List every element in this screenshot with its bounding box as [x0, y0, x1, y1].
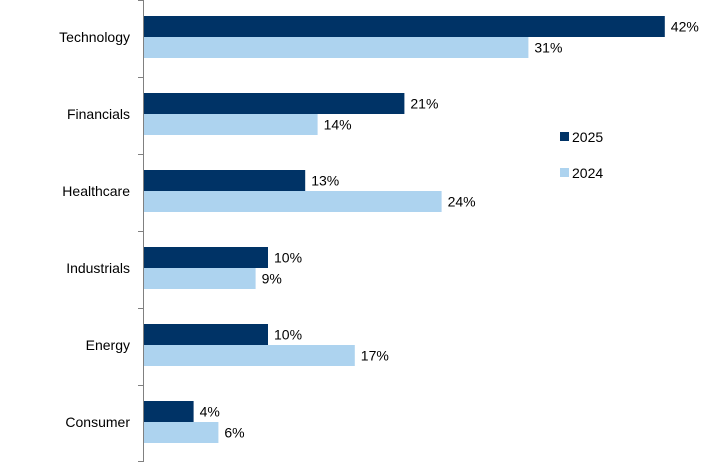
data-label: 24%	[448, 194, 476, 210]
bar-2025-technology	[144, 16, 665, 37]
category-label: Energy	[86, 337, 130, 353]
data-label: 6%	[224, 425, 244, 441]
bars-group	[144, 16, 665, 443]
data-label: 13%	[311, 173, 339, 189]
bar-2025-energy	[144, 324, 268, 345]
bar-2024-financials	[144, 114, 318, 135]
bar-2025-industrials	[144, 247, 268, 268]
category-label: Healthcare	[62, 183, 130, 199]
bar-2024-industrials	[144, 268, 256, 289]
data-label: 4%	[200, 404, 220, 420]
category-label: Consumer	[65, 414, 130, 430]
category-label: Industrials	[66, 260, 130, 276]
bar-2025-financials	[144, 93, 405, 114]
bar-2024-healthcare	[144, 191, 442, 212]
bar-2024-consumer	[144, 422, 219, 443]
y-axis-ticks	[138, 0, 143, 462]
legend: 2025 2024	[560, 129, 603, 181]
bar-2025-consumer	[144, 401, 194, 422]
category-labels-group: Technology Financials Healthcare Industrial…	[59, 29, 130, 430]
category-label: Financials	[67, 106, 130, 122]
data-label: 10%	[274, 327, 302, 343]
data-label: 21%	[410, 96, 438, 112]
data-label: 17%	[361, 348, 389, 364]
category-label: Technology	[59, 29, 130, 45]
bar-2025-healthcare	[144, 170, 306, 191]
data-label: 42%	[671, 19, 699, 35]
legend-swatch-2024	[560, 168, 569, 177]
bar-2024-technology	[144, 37, 529, 58]
legend-swatch-2025	[560, 132, 569, 141]
legend-label-2024: 2024	[572, 165, 603, 181]
legend-label-2025: 2025	[572, 129, 603, 145]
bar-2024-energy	[144, 345, 355, 366]
data-label: 14%	[324, 117, 352, 133]
data-label: 31%	[534, 40, 562, 56]
data-label: 9%	[262, 271, 282, 287]
value-labels-group: 42% 31% 21% 14% 13% 24% 10% 9% 10% 17% 4%6%	[200, 19, 699, 441]
data-label: 10%	[274, 250, 302, 266]
